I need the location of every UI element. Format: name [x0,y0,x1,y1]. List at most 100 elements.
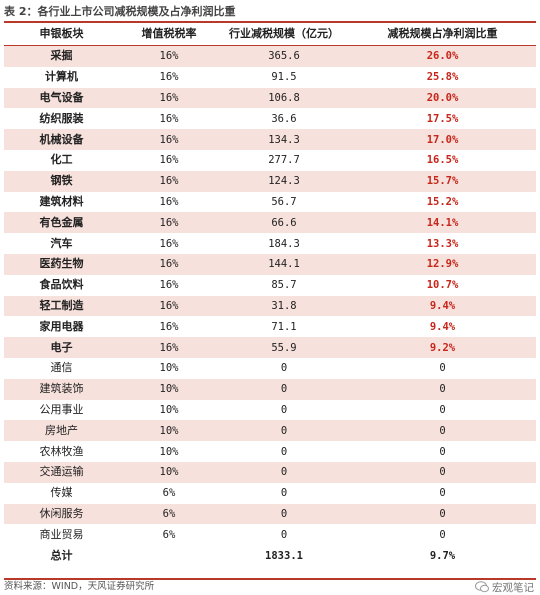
tax-cut-cell: 277.7 [268,154,300,167]
vat-rate-cell: 10% [119,461,219,483]
tax-cut-cell: 91.5 [271,71,297,84]
tax-cut-cell: 0 [219,461,349,483]
tax-cut-cell: 106.8 [219,87,349,109]
vat-rate-cell: 16% [119,337,219,358]
table-row: 电子 16% 55.9 9.2% [4,337,536,358]
sector-cell: 纺织服装 [39,111,84,125]
tax-cut-table: 申银板块 增值税税率 行业减税规模（亿元） 减税规模占净利润比重 采掘 16% 36… [4,23,536,566]
table-row: 建筑材料 16% 56.7 15.2% [4,192,536,213]
header-row: 申银板块 增值税税率 行业减税规模（亿元） 减税规模占净利润比重 [4,23,536,46]
sector-cell: 建筑装饰 [4,378,119,400]
sector-cell: 通信 [50,361,73,375]
tax-cut-cell: 134.3 [219,129,349,150]
vat-rate-cell: 10% [159,362,179,375]
vat-rate-cell: 16% [119,253,219,275]
ratio-cell: 9.4% [429,320,456,333]
tax-cut-cell: 31.8 [219,295,349,317]
sector-cell: 农林牧渔 [39,444,84,458]
table-row: 通信 10% 0 0 [4,358,536,379]
sector-cell: 家用电器 [39,319,84,333]
vat-rate-cell: 10% [159,445,179,458]
table-row: 房地产 10% 0 0 [4,420,536,442]
col-header-vat-rate: 增值税税率 [119,23,219,46]
table-row: 电气设备 16% 106.8 20.0% [4,87,536,109]
vat-rate-cell: 16% [119,45,219,67]
table-row: 化工 16% 277.7 16.5% [4,150,536,171]
vat-rate-cell: 16% [159,279,179,292]
ratio-cell: 15.7% [349,170,536,192]
tax-cut-cell: 71.1 [271,320,297,333]
vat-rate-cell: 10% [159,403,179,416]
top-rule [4,21,536,23]
vat-rate-cell: 16% [159,320,179,333]
sector-cell: 电子 [4,337,119,358]
ratio-cell: 13.3% [426,237,459,250]
tax-cut-cell: 0 [280,487,288,500]
watermark-text: 宏观笔记 [492,581,534,594]
sector-cell: 机械设备 [4,129,119,150]
tax-cut-cell: 0 [280,445,288,458]
ratio-cell: 0 [439,445,446,458]
sector-cell: 公用事业 [39,402,84,416]
tax-cut-cell: 55.9 [219,337,349,358]
vat-rate-cell: 16% [119,295,219,317]
ratio-cell: 0 [439,487,446,500]
vat-rate-cell: 16% [119,170,219,192]
tax-cut-cell: 85.7 [271,279,297,292]
tax-cut-cell: 124.3 [219,170,349,192]
tax-cut-cell: 56.7 [271,195,297,208]
vat-rate-cell: 16% [159,71,179,84]
vat-rate-cell: 16% [159,112,179,125]
table-row: 食品饮料 16% 85.7 10.7% [4,275,536,296]
vat-rate-cell: 10% [119,420,219,442]
bottom-rule [4,578,536,580]
sector-cell: 休闲服务 [4,503,119,525]
ratio-cell: 12.9% [349,253,536,275]
vat-rate-cell: 6% [162,487,176,500]
table-body: 采掘 16% 365.6 26.0% 计算机 16% 91.5 25.8% 电气设备 16% 106… [4,45,536,566]
sector-cell: 交通运输 [4,461,119,483]
tax-cut-cell: 144.1 [219,253,349,275]
table-row: 商业贸易 6% 0 0 [4,524,536,545]
table-row: 纺织服装 16% 36.6 17.5% [4,108,536,129]
ratio-cell: 20.0% [349,87,536,109]
vat-rate-cell: 6% [119,503,219,525]
ratio-cell: 15.2% [426,195,459,208]
watermark: 宏观笔记 [475,579,534,595]
table-row: 传媒 6% 0 0 [4,483,536,504]
ratio-cell: 0 [439,528,446,541]
table-row: 钢铁 16% 124.3 15.7% [4,170,536,192]
table-row: 家用电器 16% 71.1 9.4% [4,316,536,337]
table-row: 采掘 16% 365.6 26.0% [4,45,536,67]
ratio-cell: 0 [349,503,536,525]
ratio-cell: 14.1% [349,212,536,234]
vat-rate-cell: 16% [119,87,219,109]
ratio-cell: 0 [439,403,446,416]
ratio-cell: 0 [349,378,536,400]
ratio-cell: 0 [439,362,446,375]
table-row: 休闲服务 6% 0 0 [4,503,536,525]
total-row: 总计 1833.1 9.7% [4,545,536,566]
vat-rate-cell: 16% [159,154,179,167]
tax-cut-cell: 0 [219,378,349,400]
table-row: 建筑装饰 10% 0 0 [4,378,536,400]
ratio-cell: 0 [349,420,536,442]
vat-rate-cell: 16% [159,195,179,208]
ratio-cell: 25.8% [426,71,459,84]
tax-cut-cell: 0 [280,403,288,416]
tax-cut-cell: 66.6 [219,212,349,234]
vat-rate-cell: 16% [159,237,179,250]
table-row: 农林牧渔 10% 0 0 [4,441,536,462]
sector-cell: 有色金属 [4,212,119,234]
vat-rate-cell: 6% [162,528,176,541]
table-row: 交通运输 10% 0 0 [4,461,536,483]
total-label-cell: 总计 [50,548,73,562]
source-note: 资料来源：WIND，天风证券研究所 [4,581,155,592]
tax-cut-cell: 0 [219,420,349,442]
total-rate-cell [119,545,219,566]
sector-cell: 化工 [50,153,73,167]
sector-cell: 电气设备 [4,87,119,109]
vat-rate-cell: 16% [119,212,219,234]
table-row: 轻工制造 16% 31.8 9.4% [4,295,536,317]
sector-cell: 汽车 [50,236,73,250]
